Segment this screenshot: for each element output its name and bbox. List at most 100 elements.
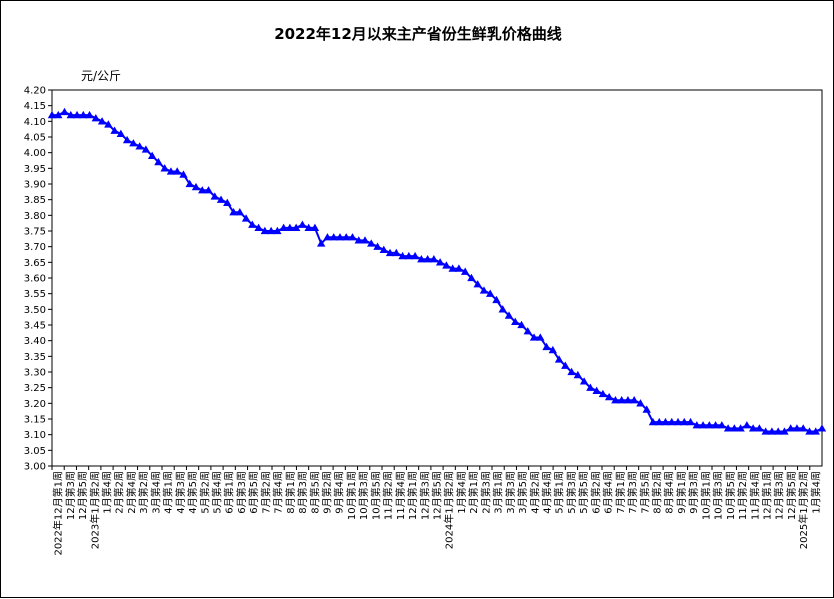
data-point (185, 179, 194, 188)
data-point (554, 355, 564, 363)
y-tick-label: 3.80 (24, 211, 46, 222)
data-point (698, 421, 708, 429)
data-point (579, 377, 589, 385)
y-tick-label: 3.55 (24, 289, 46, 300)
x-tick-label: 8月第4周 (663, 471, 676, 514)
data-point (291, 223, 301, 232)
x-tick-label: 6月第5周 (247, 471, 260, 514)
x-tick-label: 7月第4周 (272, 471, 285, 514)
data-point (410, 251, 420, 260)
x-tick-label: 5月第1周 (553, 471, 566, 514)
data-point (723, 424, 733, 432)
data-point (241, 214, 251, 222)
data-point (611, 396, 620, 404)
x-tick-label: 9月第4周 (333, 471, 346, 514)
data-point (367, 239, 376, 247)
x-tick-label: 2月第2周 (113, 471, 126, 514)
data-point (648, 417, 658, 426)
x-tick-label: 4月第1周 (162, 471, 175, 514)
data-point (492, 295, 501, 304)
x-tick-label: 4月第2周 (528, 471, 541, 514)
data-point (805, 427, 814, 435)
x-tick-label: 6月第4周 (602, 471, 615, 514)
data-point (66, 110, 75, 119)
data-point (304, 223, 313, 232)
x-tick-label: 4月第5周 (186, 471, 199, 514)
x-tick-label: 9月第3周 (687, 471, 700, 514)
x-tick-label: 7月第3周 (626, 471, 639, 514)
data-point (642, 405, 651, 413)
data-point (730, 424, 739, 432)
data-point (135, 142, 144, 150)
data-point (191, 182, 201, 191)
x-tick-label: 2022年12月第1周 (52, 471, 65, 556)
x-tick-label: 10月第5周 (369, 471, 382, 520)
data-point (417, 255, 426, 263)
data-point (47, 110, 57, 119)
data-point (467, 273, 476, 282)
y-tick-label: 3.20 (24, 399, 46, 410)
x-tick-label: 5月第3周 (565, 471, 578, 514)
x-tick-label: 11月第4周 (394, 471, 407, 520)
data-point (316, 239, 326, 247)
x-tick-label: 7月第1周 (614, 471, 627, 514)
data-point (79, 110, 88, 119)
data-point (604, 392, 614, 401)
x-tick-label: 10月第5周 (724, 471, 737, 520)
data-point (72, 110, 82, 119)
data-point (110, 126, 119, 134)
data-point (623, 396, 633, 404)
data-point (435, 258, 445, 266)
y-tick-label: 3.05 (24, 446, 46, 457)
data-point (504, 311, 514, 319)
data-point (460, 267, 470, 275)
data-point (673, 417, 683, 426)
data-point (780, 427, 789, 435)
x-tick-label: 12月第1周 (761, 471, 774, 520)
x-tick-label: 1月第4周 (455, 471, 468, 514)
x-tick-label: 2月第3周 (479, 471, 492, 514)
x-tick-label: 8月第2周 (651, 471, 664, 514)
data-point (786, 424, 795, 432)
x-tick-label: 2月第4周 (125, 471, 138, 514)
data-point (54, 110, 63, 119)
data-point (85, 110, 94, 119)
x-tick-label: 2024年1月第2周 (443, 471, 456, 549)
x-tick-label: 4月第4周 (541, 471, 554, 514)
data-point (586, 383, 595, 391)
x-tick-label: 12月第1周 (406, 471, 419, 520)
data-point (429, 255, 439, 263)
data-point (116, 129, 126, 138)
data-point (529, 333, 539, 341)
y-tick-label: 3.95 (24, 164, 46, 175)
x-tick-label: 12月第3周 (773, 471, 786, 520)
x-tick-label: 12月第3周 (418, 471, 431, 520)
y-tick-label: 3.25 (24, 383, 46, 394)
x-tick-label: 5月第2周 (198, 471, 211, 514)
data-point (398, 251, 407, 260)
y-tick-label: 4.00 (24, 148, 46, 159)
data-point (204, 186, 213, 194)
data-point (523, 327, 532, 335)
data-point (298, 220, 307, 228)
data-point (360, 236, 370, 244)
x-tick-label: 3月第3周 (504, 471, 517, 514)
data-point (636, 399, 645, 407)
data-point (773, 427, 783, 435)
data-point (279, 223, 288, 232)
x-tick-label: 7月第5周 (638, 471, 651, 514)
data-point (705, 421, 714, 429)
data-point (592, 386, 601, 394)
x-tick-label: 8月第1周 (284, 471, 297, 514)
data-point (667, 417, 676, 426)
x-tick-label: 2025年1月第2周 (797, 471, 810, 549)
data-point (448, 264, 457, 272)
y-tick-label: 4.20 (24, 86, 46, 97)
data-point (97, 117, 107, 125)
data-point (235, 208, 245, 216)
x-tick-label: 12月第5周 (76, 471, 89, 520)
y-tick-label: 4.05 (24, 133, 46, 144)
data-point (755, 424, 764, 432)
x-tick-label: 3月第2周 (137, 471, 150, 514)
